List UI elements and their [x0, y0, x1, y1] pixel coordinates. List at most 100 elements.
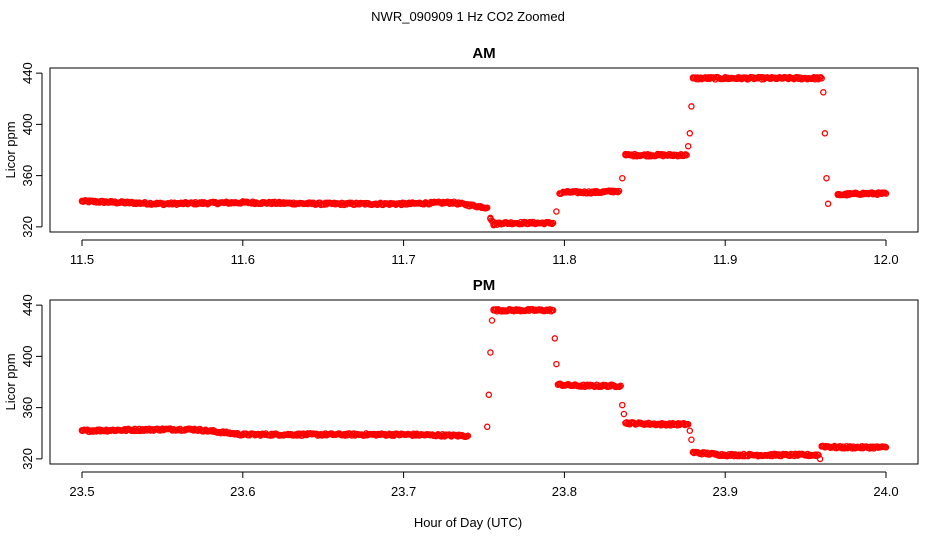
pm-data-point — [684, 421, 692, 428]
pm-cloud-point — [616, 383, 623, 390]
am-data-point — [821, 130, 829, 137]
pm-data-point — [483, 423, 491, 431]
am-data-point — [834, 191, 842, 199]
am-cloud-point — [609, 187, 616, 195]
am-x-tick-label: 11.5 — [70, 252, 94, 267]
am-data-point — [657, 151, 665, 159]
am-data-point — [78, 198, 86, 205]
am-data-point — [786, 75, 793, 82]
pm-x-tick-label: 23.7 — [391, 484, 416, 499]
am-data-points — [78, 73, 890, 229]
pm-data-point — [554, 381, 562, 388]
am-data-point — [159, 200, 166, 208]
pm-x-tick-label: 23.6 — [230, 484, 255, 499]
am-cloud-point — [817, 73, 824, 81]
am-x-tick-label: 11.7 — [391, 252, 415, 267]
pm-data-point — [834, 444, 842, 451]
am-x-tick-label: 11.9 — [713, 252, 737, 267]
am-data-point — [683, 151, 690, 159]
am-data-point — [561, 189, 568, 196]
am-data-point — [858, 190, 866, 197]
pm-data-point — [721, 451, 729, 459]
pm-y-tick-label: 360 — [20, 397, 35, 419]
pm-data-point — [159, 426, 166, 433]
pm-x-tick-label: 23.5 — [69, 484, 94, 499]
am-x-tick-label: 12.0 — [873, 252, 898, 267]
pm-data-point — [400, 431, 407, 438]
am-data-point — [754, 75, 761, 82]
am-data-point — [619, 174, 626, 182]
am-x-tick-label: 11.6 — [231, 252, 255, 267]
pm-data-point — [488, 317, 496, 324]
pm-data-point — [487, 349, 494, 356]
am-data-point — [615, 187, 623, 195]
pm-data-point — [816, 455, 824, 463]
pm-data-point — [577, 382, 584, 390]
pm-data-point — [191, 426, 198, 433]
am-data-point — [448, 199, 456, 206]
page-title: NWR_090909 1 Hz CO2 Zoomed — [371, 9, 565, 24]
pm-x-tick-label: 24.0 — [873, 484, 898, 499]
am-data-point — [239, 199, 247, 206]
am-data-point — [688, 103, 695, 110]
am-data-point — [622, 151, 629, 159]
am-data-point — [483, 204, 491, 211]
am-cloud-point — [668, 151, 676, 159]
pm-data-point — [490, 307, 497, 314]
pm-data-point — [617, 382, 624, 390]
pm-data-point — [512, 307, 520, 314]
pm-data-point — [553, 360, 560, 368]
pm-data-point — [818, 442, 825, 450]
pm-data-point — [485, 391, 493, 399]
pm-y-tick-label: 400 — [20, 346, 35, 368]
pm-panel: PM 23.5 23.6 23.7 23.8 23.9 24.0 320 360 400 440 Li… — [3, 277, 919, 499]
pm-data-points — [78, 305, 890, 463]
am-panel: AM 11.5 11.6 11.7 11.8 11.9 12.0 320 360 400 440 Li… — [3, 45, 919, 267]
pm-y-tick-label: 440 — [20, 294, 35, 316]
pm-data-point — [620, 410, 628, 418]
x-axis-label: Hour of Day (UTC) — [413, 515, 523, 530]
am-data-point — [553, 208, 560, 215]
pm-data-point — [622, 419, 629, 427]
am-data-point — [820, 89, 827, 96]
am-data-point — [633, 151, 641, 159]
am-y-tick-label: 320 — [20, 216, 35, 238]
pm-data-point — [815, 451, 822, 459]
am-plot-frame — [49, 67, 919, 233]
am-data-point — [818, 75, 825, 82]
am-y-axis-label: Licor ppm — [3, 121, 18, 178]
am-data-point — [824, 200, 832, 208]
am-y-tick-label: 440 — [20, 62, 35, 84]
am-data-point — [686, 130, 694, 137]
am-data-point — [593, 189, 600, 196]
pm-data-point — [882, 444, 890, 451]
am-data-point — [496, 219, 504, 227]
pm-x-tick-label: 23.8 — [552, 484, 577, 499]
pm-data-point — [770, 451, 777, 459]
pm-y-tick-label: 320 — [20, 448, 35, 470]
pm-data-point — [551, 335, 559, 342]
pm-data-point — [549, 307, 557, 314]
pm-data-point — [619, 401, 626, 409]
pm-cloud-point — [811, 451, 819, 458]
pm-plot-frame — [49, 299, 919, 465]
pm-data-point — [686, 427, 694, 434]
am-cloud-point — [614, 188, 622, 196]
pm-data-point — [464, 432, 472, 440]
pm-data-point — [688, 436, 695, 443]
am-panel-title: AM — [472, 45, 495, 62]
am-data-point — [823, 174, 830, 182]
pm-x-tick-label: 23.9 — [713, 484, 738, 499]
am-data-point — [721, 75, 729, 82]
am-data-point — [882, 190, 890, 197]
pm-data-point — [239, 431, 247, 438]
am-cloud-point — [548, 220, 556, 228]
am-data-point — [319, 200, 327, 208]
am-data-point — [487, 214, 494, 222]
pm-y-axis-label: Licor ppm — [3, 353, 18, 410]
pm-data-point — [657, 421, 665, 428]
pm-panel-title: PM — [473, 277, 496, 294]
am-data-point — [490, 221, 497, 228]
am-cloud-point — [881, 189, 889, 196]
